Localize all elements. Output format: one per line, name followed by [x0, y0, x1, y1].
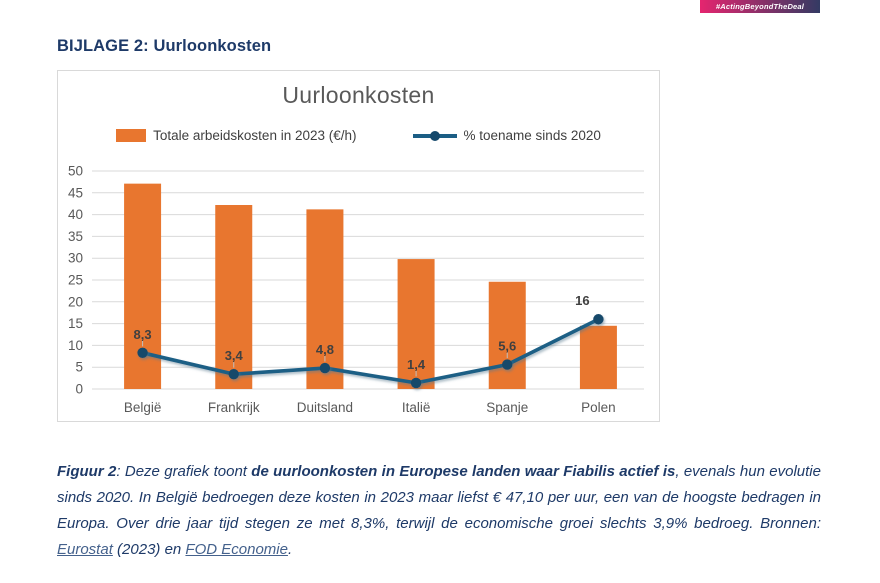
bar-series-swatch-icon: [116, 129, 147, 142]
svg-text:30: 30: [68, 251, 83, 266]
svg-text:25: 25: [68, 273, 83, 288]
caption-bold-text: de uurloonkosten in Europese landen waar…: [251, 463, 676, 480]
line-marker-dot: [429, 130, 440, 141]
legend-item-line: % toename sinds 2020: [412, 128, 601, 143]
chart-container: Uurloonkosten Totale arbeidskosten in 20…: [57, 70, 660, 422]
svg-text:35: 35: [68, 229, 83, 244]
svg-text:5,6: 5,6: [498, 339, 516, 354]
svg-text:Duitsland: Duitsland: [297, 400, 353, 415]
svg-text:4,8: 4,8: [316, 342, 334, 357]
svg-text:Polen: Polen: [581, 400, 616, 415]
caption-text: , evenals hun evolutie sinds 2020. In Be…: [57, 463, 821, 532]
campaign-badge: #ActingBeyondTheDeal: [700, 0, 820, 13]
figure-caption: Figuur 2: Deze grafiek toont de uurloonk…: [57, 459, 821, 563]
svg-text:Frankrijk: Frankrijk: [208, 400, 260, 415]
caption-text: .: [287, 541, 293, 558]
svg-text:0: 0: [75, 382, 83, 397]
svg-text:5: 5: [75, 360, 83, 375]
fod-economie-link[interactable]: FOD Economie: [185, 541, 288, 558]
chart-title: Uurloonkosten: [282, 82, 435, 108]
svg-text:8,3: 8,3: [134, 327, 152, 342]
caption-figure-label: Figuur 2: [57, 463, 117, 480]
svg-text:België: België: [124, 400, 162, 415]
svg-text:1,4: 1,4: [407, 357, 426, 372]
svg-text:Spanje: Spanje: [486, 400, 528, 415]
chart-legend: Totale arbeidskosten in 2023 (€/h) % toe…: [58, 128, 659, 143]
svg-text:16: 16: [575, 293, 589, 308]
combo-chart-plot: 0 5 10 15 20 25 30 35 40 45 50 België Frankrijk Duits…: [68, 164, 644, 415]
line-series-marker-icon: [412, 130, 457, 141]
svg-text:45: 45: [68, 185, 83, 200]
legend-item-bars: Totale arbeidskosten in 2023 (€/h): [116, 128, 357, 143]
eurostat-link[interactable]: Eurostat: [57, 541, 113, 558]
svg-text:50: 50: [68, 164, 83, 179]
svg-text:15: 15: [68, 316, 83, 331]
svg-text:3,4: 3,4: [225, 348, 244, 363]
svg-text:10: 10: [68, 338, 83, 353]
legend-label-bars: Totale arbeidskosten in 2023 (€/h): [153, 128, 357, 143]
svg-text:Italië: Italië: [402, 400, 431, 415]
caption-text: : Deze grafiek toont: [116, 463, 252, 480]
legend-label-line: % toename sinds 2020: [463, 128, 601, 143]
section-heading: BIJLAGE 2: Uurloonkosten: [57, 37, 272, 55]
svg-text:40: 40: [68, 207, 83, 222]
svg-text:20: 20: [68, 294, 83, 309]
campaign-badge-label: #ActingBeyondTheDeal: [715, 2, 805, 11]
caption-text: (2023) en: [112, 541, 186, 558]
